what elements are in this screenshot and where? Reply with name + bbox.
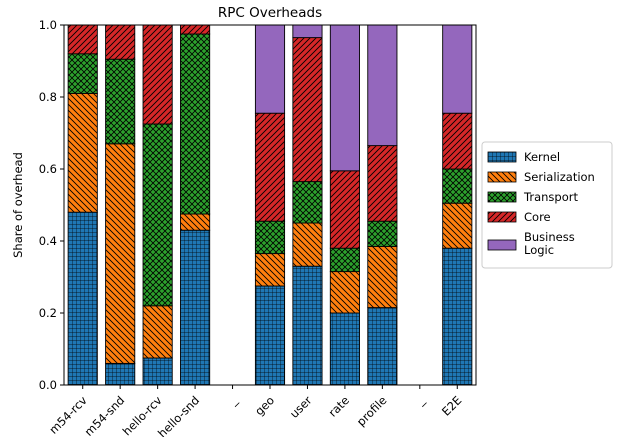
bar-hellosnd-core-outline [180,24,211,35]
legend-label: Kernel [524,150,560,164]
y-tick-label: 0.2 [39,306,57,320]
bar-hellorcv-transport-outline [142,123,173,307]
bar-m54snd-kernel-outline [105,362,136,386]
bar-e2e-transport-outline [442,168,473,204]
bar-m54snd-core-outline [105,24,136,60]
bar-profile-serialization-outline [367,245,398,309]
legend-label-line: Kernel [524,150,560,164]
bar-hellorcv-core-outline [142,24,173,125]
bar-rate-transport-outline [329,247,360,273]
bar-e2e-business [442,25,472,114]
bar-hellosnd-transport-outline [180,33,211,215]
bar-rate-kernel-outline [329,312,360,386]
bar-user-transport-outline [292,181,323,224]
legend-swatch-outline [487,171,517,183]
bar-hellosnd-kernel-outline [180,229,211,386]
x-tick-label: _ [412,393,427,408]
legend-label: Core [524,210,551,224]
y-tick-label: 0.6 [39,162,57,176]
bar-hellorcv-kernel-outline [142,357,173,386]
bar-geo-transport-outline [254,220,286,255]
bar-hellosnd-serialization-outline [180,213,211,231]
legend-label-line: Business [524,230,575,244]
x-tick-label: geo [252,393,277,418]
bar-geo-kernel-outline [254,285,286,386]
bar-user-core-outline [292,37,323,183]
bar-geo-business [255,25,285,114]
legend-label-line: Core [524,210,551,224]
chart-title: RPC Overheads [218,5,322,21]
x-tick-label: _ [225,393,240,408]
bar-e2e-kernel-outline [442,247,473,386]
y-tick-label: 0.0 [39,378,57,392]
bar-geo-core-outline [254,112,286,222]
y-tick-label: 0.4 [39,234,57,248]
legend-label: Transport [523,190,578,204]
bar-profile-transport-outline [367,220,398,247]
bar-e2e-serialization-outline [442,202,473,249]
legend-swatch [488,240,516,250]
bar-geo-serialization-outline [254,253,286,287]
bar-m54rcv-core-outline [67,24,98,55]
legend-label-line: Transport [523,190,578,204]
bar-hellorcv-serialization-outline [142,305,173,359]
x-tick-label: profile [354,393,390,429]
bar-profile-business [367,25,397,146]
y-tick-label: 0.8 [39,90,57,104]
legend-label-line: Serialization [524,170,595,184]
bar-user-business [292,25,323,38]
legend-swatch-outline [487,191,517,203]
legend-swatch-outline [487,151,517,163]
bar-m54snd-transport-outline [105,58,136,145]
legend-label-line: Logic [524,243,554,257]
bar-e2e-core-outline [442,112,473,170]
bar-profile-kernel-outline [367,307,398,386]
bar-rate-serialization-outline [329,271,360,314]
x-tick-label: hello-snd [155,393,202,437]
legend-label: Business Logic [524,230,575,257]
bar-m54rcv-kernel-outline [67,211,98,386]
legend-label: Serialization [524,170,595,184]
legend-swatch-outline [487,211,517,223]
bar-m54snd-serialization-outline [105,143,136,364]
x-tick-label: E2E [439,393,464,418]
bar-m54rcv-transport-outline [67,53,98,94]
bar-rate-core-outline [329,170,360,249]
y-tick-label: 1.0 [39,18,57,32]
y-axis-label: Share of overhead [11,152,25,258]
legend-swatch-outline [487,239,517,251]
bar-m54rcv-serialization-outline [67,92,98,213]
bar-user-kernel-outline [292,265,323,386]
bar-rate-business [330,25,360,171]
bar-profile-core-outline [367,145,398,222]
x-tick-label: user [287,393,315,421]
bar-user-serialization-outline [292,222,323,267]
x-tick-label: rate [326,393,352,419]
